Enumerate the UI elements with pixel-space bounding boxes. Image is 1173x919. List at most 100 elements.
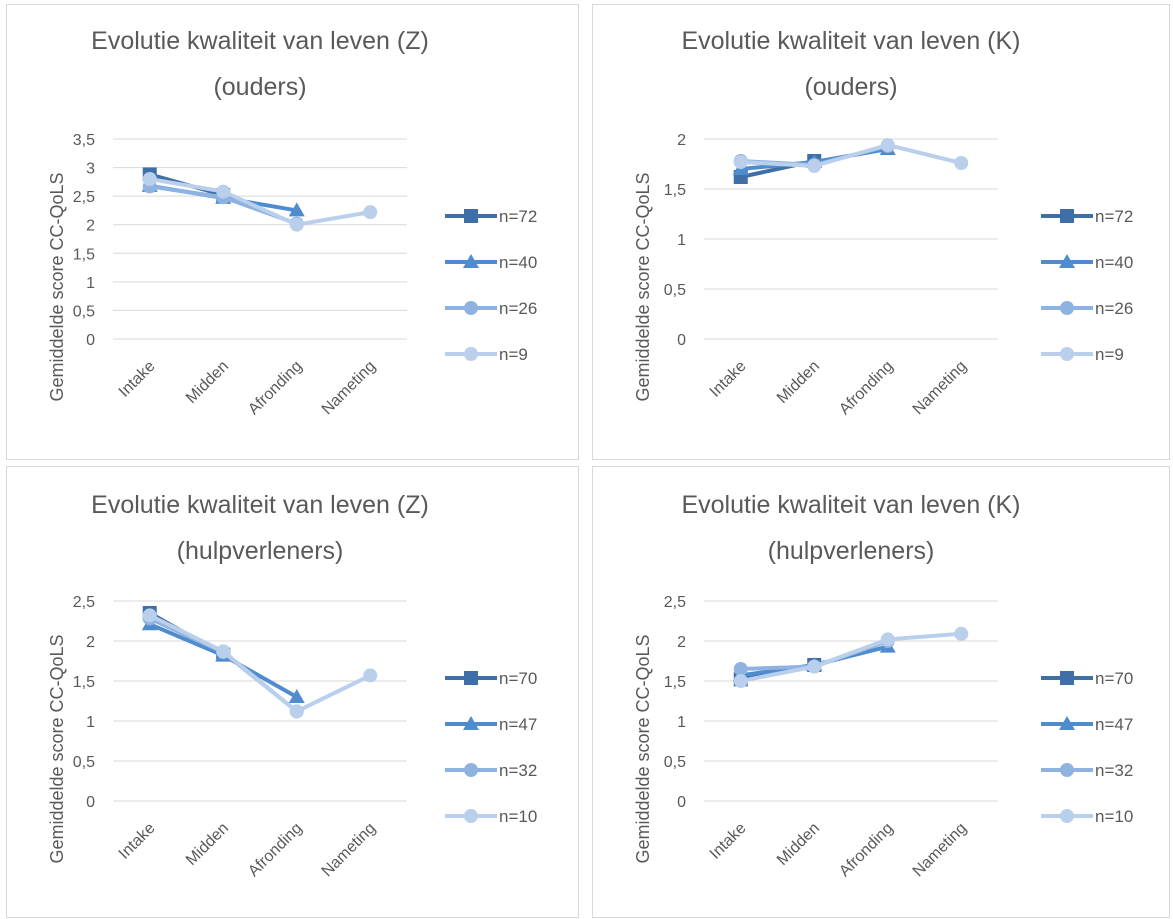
legend-marker bbox=[464, 347, 478, 361]
legend-label: n=10 bbox=[1095, 807, 1133, 826]
y-tick-label: 2,5 bbox=[73, 594, 95, 611]
series-line bbox=[148, 613, 372, 714]
data-point bbox=[880, 138, 895, 152]
y-tick-label: 0,5 bbox=[664, 282, 686, 299]
legend-marker bbox=[464, 671, 478, 685]
y-axis-label: Gemiddelde score CC-QoLS bbox=[47, 634, 67, 863]
data-point bbox=[733, 674, 748, 688]
x-tick-label: Afronding bbox=[245, 358, 305, 418]
legend-label: n=40 bbox=[499, 253, 537, 272]
data-point bbox=[289, 704, 304, 719]
legend-item: n=70 bbox=[1041, 669, 1133, 688]
legend-item: n=32 bbox=[1041, 761, 1133, 780]
y-tick-label: 2 bbox=[677, 634, 686, 651]
chart-title: Evolutie kwaliteit van leven (K) bbox=[681, 27, 1020, 55]
legend-marker bbox=[1060, 809, 1074, 823]
legend-item: n=32 bbox=[445, 761, 537, 780]
legend-marker bbox=[463, 254, 479, 268]
series-group bbox=[733, 626, 969, 688]
legend-marker bbox=[1060, 347, 1074, 361]
x-tick-label: Nameting bbox=[319, 358, 379, 418]
y-tick-label: 0 bbox=[86, 794, 95, 811]
x-tick-label: Midden bbox=[774, 820, 823, 869]
y-tick-label: 0,5 bbox=[664, 754, 686, 771]
y-tick-label: 1 bbox=[86, 714, 95, 731]
chart-title: Evolutie kwaliteit van leven (Z) bbox=[91, 491, 429, 519]
y-tick-label: 3,5 bbox=[73, 132, 95, 149]
y-tick-label: 1,5 bbox=[73, 674, 95, 691]
x-tick-label: Intake bbox=[707, 820, 750, 863]
legend-item: n=40 bbox=[1041, 253, 1133, 272]
y-tick-label: 0 bbox=[86, 332, 95, 349]
series-group bbox=[142, 608, 378, 719]
x-tick-label: Nameting bbox=[319, 820, 379, 880]
chart-title: (hulpverleners) bbox=[768, 537, 935, 565]
y-tick-label: 2,5 bbox=[73, 189, 95, 206]
legend-label: n=10 bbox=[499, 807, 537, 826]
y-tick-label: 2 bbox=[86, 634, 95, 651]
chart-svg: Evolutie kwaliteit van leven (Z) (ouders)… bbox=[47, 27, 537, 418]
legend-marker bbox=[1059, 254, 1075, 268]
data-point bbox=[363, 205, 378, 220]
legend-label: n=70 bbox=[1095, 669, 1133, 688]
x-tick-label: Intake bbox=[116, 820, 159, 863]
legend-item: n=10 bbox=[445, 807, 537, 826]
series-group bbox=[142, 172, 378, 232]
x-tick-label: Midden bbox=[774, 358, 823, 407]
y-axis-label: Gemiddelde score CC-QoLS bbox=[633, 172, 653, 401]
data-point bbox=[216, 644, 231, 659]
chart-title: (hulpverleners) bbox=[177, 537, 344, 565]
data-point bbox=[733, 155, 748, 169]
legend-item: n=72 bbox=[445, 207, 537, 226]
y-axis-label: Gemiddelde score CC-QoLS bbox=[633, 634, 653, 863]
data-point bbox=[880, 632, 895, 647]
legend-label: n=72 bbox=[499, 207, 537, 226]
legend-label: n=72 bbox=[1095, 207, 1133, 226]
series-line bbox=[149, 177, 371, 227]
chart-panel-ouders-k: Evolutie kwaliteit van leven (K) (ouders)… bbox=[592, 4, 1170, 460]
series-group bbox=[733, 138, 969, 173]
y-tick-label: 0,5 bbox=[73, 303, 95, 320]
legend-marker bbox=[1059, 716, 1075, 730]
series-line bbox=[740, 631, 962, 683]
legend-label: n=9 bbox=[499, 345, 528, 364]
chart-panel-hulpverleners-k: Evolutie kwaliteit van leven (K) (hulpver… bbox=[592, 466, 1170, 918]
legend-marker bbox=[1060, 209, 1074, 223]
y-tick-label: 1 bbox=[677, 714, 686, 731]
series-group bbox=[142, 611, 304, 719]
legend-item: n=10 bbox=[1041, 807, 1133, 826]
legend-item: n=70 bbox=[445, 669, 537, 688]
x-tick-label: Afronding bbox=[836, 358, 896, 418]
chart-svg: Evolutie kwaliteit van leven (K) (hulpver… bbox=[633, 491, 1133, 880]
data-point bbox=[289, 217, 304, 232]
y-tick-label: 1,5 bbox=[664, 674, 686, 691]
chart-title: (ouders) bbox=[804, 73, 897, 101]
legend-item: n=9 bbox=[445, 345, 528, 364]
y-tick-label: 0 bbox=[677, 794, 686, 811]
data-point bbox=[807, 659, 822, 674]
legend-item: n=72 bbox=[1041, 207, 1133, 226]
legend-label: n=70 bbox=[499, 669, 537, 688]
data-point bbox=[288, 202, 305, 217]
legend-label: n=47 bbox=[499, 715, 537, 734]
data-point bbox=[142, 172, 157, 186]
legend-marker bbox=[464, 763, 478, 777]
data-point bbox=[733, 662, 748, 676]
data-point bbox=[363, 668, 378, 683]
y-tick-label: 1,5 bbox=[73, 246, 95, 263]
legend-label: n=47 bbox=[1095, 715, 1133, 734]
chart-svg: Evolutie kwaliteit van leven (Z) (hulpver… bbox=[47, 491, 537, 880]
x-tick-label: Midden bbox=[183, 820, 232, 869]
data-point bbox=[288, 689, 305, 703]
data-point bbox=[954, 626, 969, 641]
legend-marker bbox=[1060, 301, 1074, 315]
legend-item: n=9 bbox=[1041, 345, 1124, 364]
x-tick-label: Intake bbox=[116, 358, 159, 401]
y-tick-label: 0,5 bbox=[73, 754, 95, 771]
legend-label: n=9 bbox=[1095, 345, 1124, 364]
legend-marker bbox=[1060, 671, 1074, 685]
legend-label: n=32 bbox=[499, 761, 537, 780]
y-tick-label: 1 bbox=[677, 232, 686, 249]
series-group bbox=[141, 616, 305, 703]
y-tick-label: 2 bbox=[86, 218, 95, 235]
